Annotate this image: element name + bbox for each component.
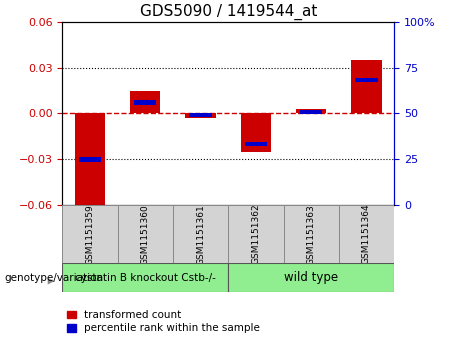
Bar	[241, 113, 271, 152]
Bar	[351, 60, 382, 113]
Text: GSM1151362: GSM1151362	[251, 204, 260, 265]
Bar	[185, 113, 216, 118]
Bar	[75, 113, 105, 213]
Bar	[355, 78, 378, 82]
Text: GSM1151363: GSM1151363	[307, 204, 316, 265]
Bar	[130, 90, 160, 113]
Bar	[228, 205, 284, 263]
Bar	[173, 205, 228, 263]
Title: GDS5090 / 1419544_at: GDS5090 / 1419544_at	[140, 4, 317, 20]
Bar	[339, 205, 394, 263]
Bar	[118, 205, 173, 263]
Text: cystatin B knockout Cstb-/-: cystatin B knockout Cstb-/-	[75, 273, 216, 283]
Text: genotype/variation: genotype/variation	[5, 273, 104, 283]
Text: GSM1151360: GSM1151360	[141, 204, 150, 265]
Bar	[79, 157, 101, 162]
Text: wild type: wild type	[284, 271, 338, 284]
Bar	[296, 109, 326, 113]
Legend: transformed count, percentile rank within the sample: transformed count, percentile rank withi…	[67, 310, 260, 333]
Text: GSM1151359: GSM1151359	[85, 204, 95, 265]
Bar	[300, 110, 322, 114]
Text: GSM1151364: GSM1151364	[362, 204, 371, 265]
Text: GSM1151361: GSM1151361	[196, 204, 205, 265]
Bar	[284, 205, 339, 263]
Bar	[189, 113, 212, 117]
Bar	[62, 263, 228, 292]
Bar	[245, 142, 267, 146]
Bar	[228, 263, 394, 292]
Bar	[62, 205, 118, 263]
Bar	[134, 101, 156, 105]
